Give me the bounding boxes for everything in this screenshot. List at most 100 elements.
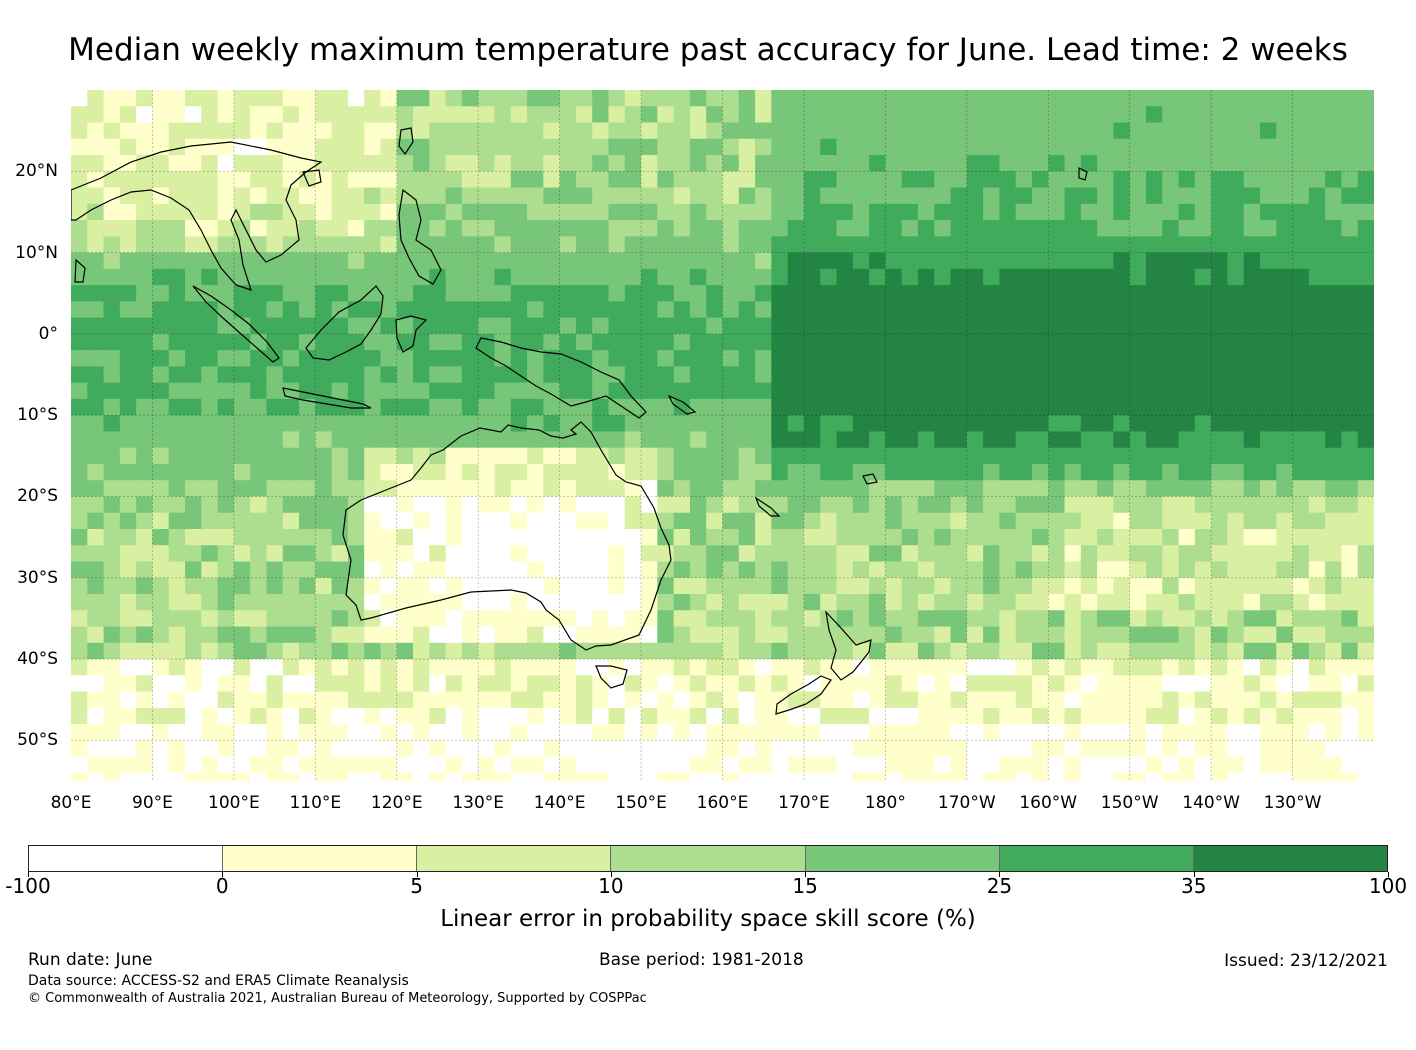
skill-cell [250,577,268,595]
skill-cell [673,545,691,563]
skill-cell [1145,415,1163,433]
skill-cell [1227,415,1245,433]
skill-cell [1357,447,1374,465]
skill-cell [608,366,626,384]
skill-cell [608,122,626,140]
skill-cell [1162,659,1180,676]
skill-cell [1276,90,1294,107]
skill-cell [461,301,479,319]
skill-cell [608,171,626,189]
skill-cell [1113,594,1131,611]
skill-cell [413,155,430,172]
skill-cell [461,252,479,270]
skill-cell [755,545,772,563]
skill-cell [527,366,544,384]
skill-cell [1129,155,1147,172]
skill-cell [983,106,1000,124]
skill-cell [559,252,577,270]
skill-cell [1211,480,1229,498]
skill-cell [608,155,626,172]
skill-cell [706,528,724,546]
skill-cell [152,463,170,481]
skill-cell [364,90,382,107]
skill-cell [1211,138,1229,156]
skill-cell [1113,659,1131,676]
skill-cell [201,122,219,140]
skill-cell [1357,528,1374,546]
skill-cell [641,496,658,514]
skill-cell [136,317,154,335]
skill-cell [901,675,919,693]
skill-cell [1048,480,1066,498]
skill-cell [608,301,626,319]
skill-cell [527,480,544,498]
skill-cell [657,691,675,709]
skill-cell [103,252,121,270]
skill-cell [657,756,675,774]
skill-cell [852,171,870,189]
skill-cell [510,301,528,319]
skill-cell [1276,236,1294,254]
skill-cell [1276,252,1294,270]
skill-cell [445,90,463,107]
skill-cell [510,675,528,693]
skill-cell [1048,659,1066,676]
skill-cell [771,171,789,189]
skill-cell [1178,106,1196,124]
skill-cell [852,724,870,741]
skill-cell [510,415,528,433]
skill-cell [1162,675,1180,693]
skill-cell [217,220,235,237]
skill-cell [461,333,479,351]
skill-cell [869,155,886,172]
longitude-label: 130°E [452,793,505,813]
skill-cell [380,642,398,660]
skill-cell [722,480,740,498]
skill-cell [1178,285,1196,302]
skill-cell [950,382,968,400]
skill-cell [364,545,382,563]
skill-cell [689,382,707,400]
skill-cell [771,431,789,449]
skill-cell [820,528,838,546]
skill-cell [396,626,414,644]
skill-cell [282,236,300,254]
skill-cell [364,496,382,514]
skill-cell [266,268,284,286]
skill-cell [803,382,821,400]
skill-cell [901,561,919,579]
skill-cell [624,659,642,676]
skill-cell [185,512,202,530]
skill-cell [119,366,137,384]
skill-cell [250,480,268,498]
skill-cell [413,285,430,302]
skill-cell [771,707,789,725]
skill-cell [266,301,284,319]
skill-cell [429,317,447,335]
skill-cell [119,512,137,530]
skill-cell [1129,626,1147,644]
skill-cell [934,496,952,514]
skill-cell [1113,577,1131,595]
skill-cell [869,415,886,433]
skill-cell [950,398,968,416]
skill-cell [152,171,170,189]
skill-cell [315,187,333,205]
skill-cell [168,659,186,676]
skill-cell [152,268,170,286]
skill-cell [527,626,544,644]
skill-cell [282,545,300,563]
skill-cell [738,155,756,172]
skill-cell [1292,463,1310,481]
skill-cell [1325,528,1343,546]
skill-cell [478,610,496,628]
skill-cell [299,610,316,628]
skill-cell [624,740,642,758]
skill-cell [1276,187,1294,205]
skill-cell [755,610,772,628]
skill-cell [168,707,186,725]
skill-cell [87,187,105,205]
skill-cell [445,301,463,319]
skill-cell [71,480,88,498]
skill-cell [624,398,642,416]
